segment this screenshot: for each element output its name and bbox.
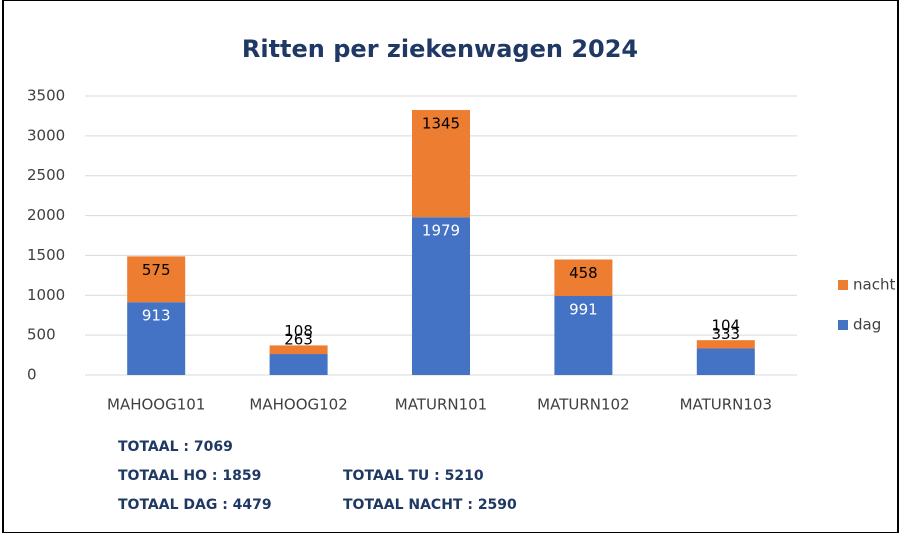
data-label: 458 [569, 264, 598, 282]
data-label: 991 [569, 301, 598, 319]
bar-segment [696, 348, 755, 375]
annotation: TOTAAL : 7069 [118, 439, 233, 455]
y-tick-label: 3000 [27, 126, 65, 144]
bar-segment [554, 296, 613, 375]
x-tick-label: MATURN101 [395, 396, 487, 414]
y-tick-label: 1500 [27, 246, 65, 264]
annotation: TOTAAL NACHT : 2590 [343, 497, 517, 513]
bar-segment [412, 110, 470, 218]
bar-segment [412, 217, 470, 375]
bar-segment [269, 354, 328, 375]
data-label: 108 [284, 322, 313, 340]
x-tick-label: MATURN102 [537, 396, 629, 414]
data-label: 263 [284, 331, 313, 349]
y-tick-label: 1000 [27, 286, 65, 304]
bar-segment [696, 340, 755, 349]
y-tick-label: 0 [27, 366, 37, 384]
x-tick-label: MATURN103 [680, 396, 772, 414]
y-tick-label: 500 [27, 326, 56, 344]
chart-title: Ritten per ziekenwagen 2024 [242, 35, 638, 63]
legend-label: nacht [853, 276, 895, 294]
data-label: 575 [142, 261, 171, 279]
legend-swatch [838, 320, 848, 330]
data-label: 1345 [422, 115, 460, 133]
y-tick-label: 2000 [27, 206, 65, 224]
annotation: TOTAAL TU : 5210 [343, 468, 484, 484]
data-label: 104 [711, 317, 740, 335]
y-tick-label: 3500 [27, 87, 65, 105]
data-label: 333 [711, 325, 740, 343]
data-label: 1979 [422, 222, 460, 240]
x-tick-label: MAHOOG102 [249, 396, 347, 414]
bar-segment [554, 259, 613, 297]
legend-label: dag [853, 316, 881, 334]
annotation: TOTAAL DAG : 4479 [118, 497, 272, 513]
bar-segment [269, 345, 328, 355]
bar-segment [127, 302, 186, 375]
x-tick-label: MAHOOG101 [107, 396, 205, 414]
data-label: 913 [142, 307, 171, 325]
y-tick-label: 2500 [27, 166, 65, 184]
annotation: TOTAAL HO : 1859 [118, 468, 261, 484]
legend-swatch [838, 280, 848, 290]
bar-segment [127, 256, 186, 303]
